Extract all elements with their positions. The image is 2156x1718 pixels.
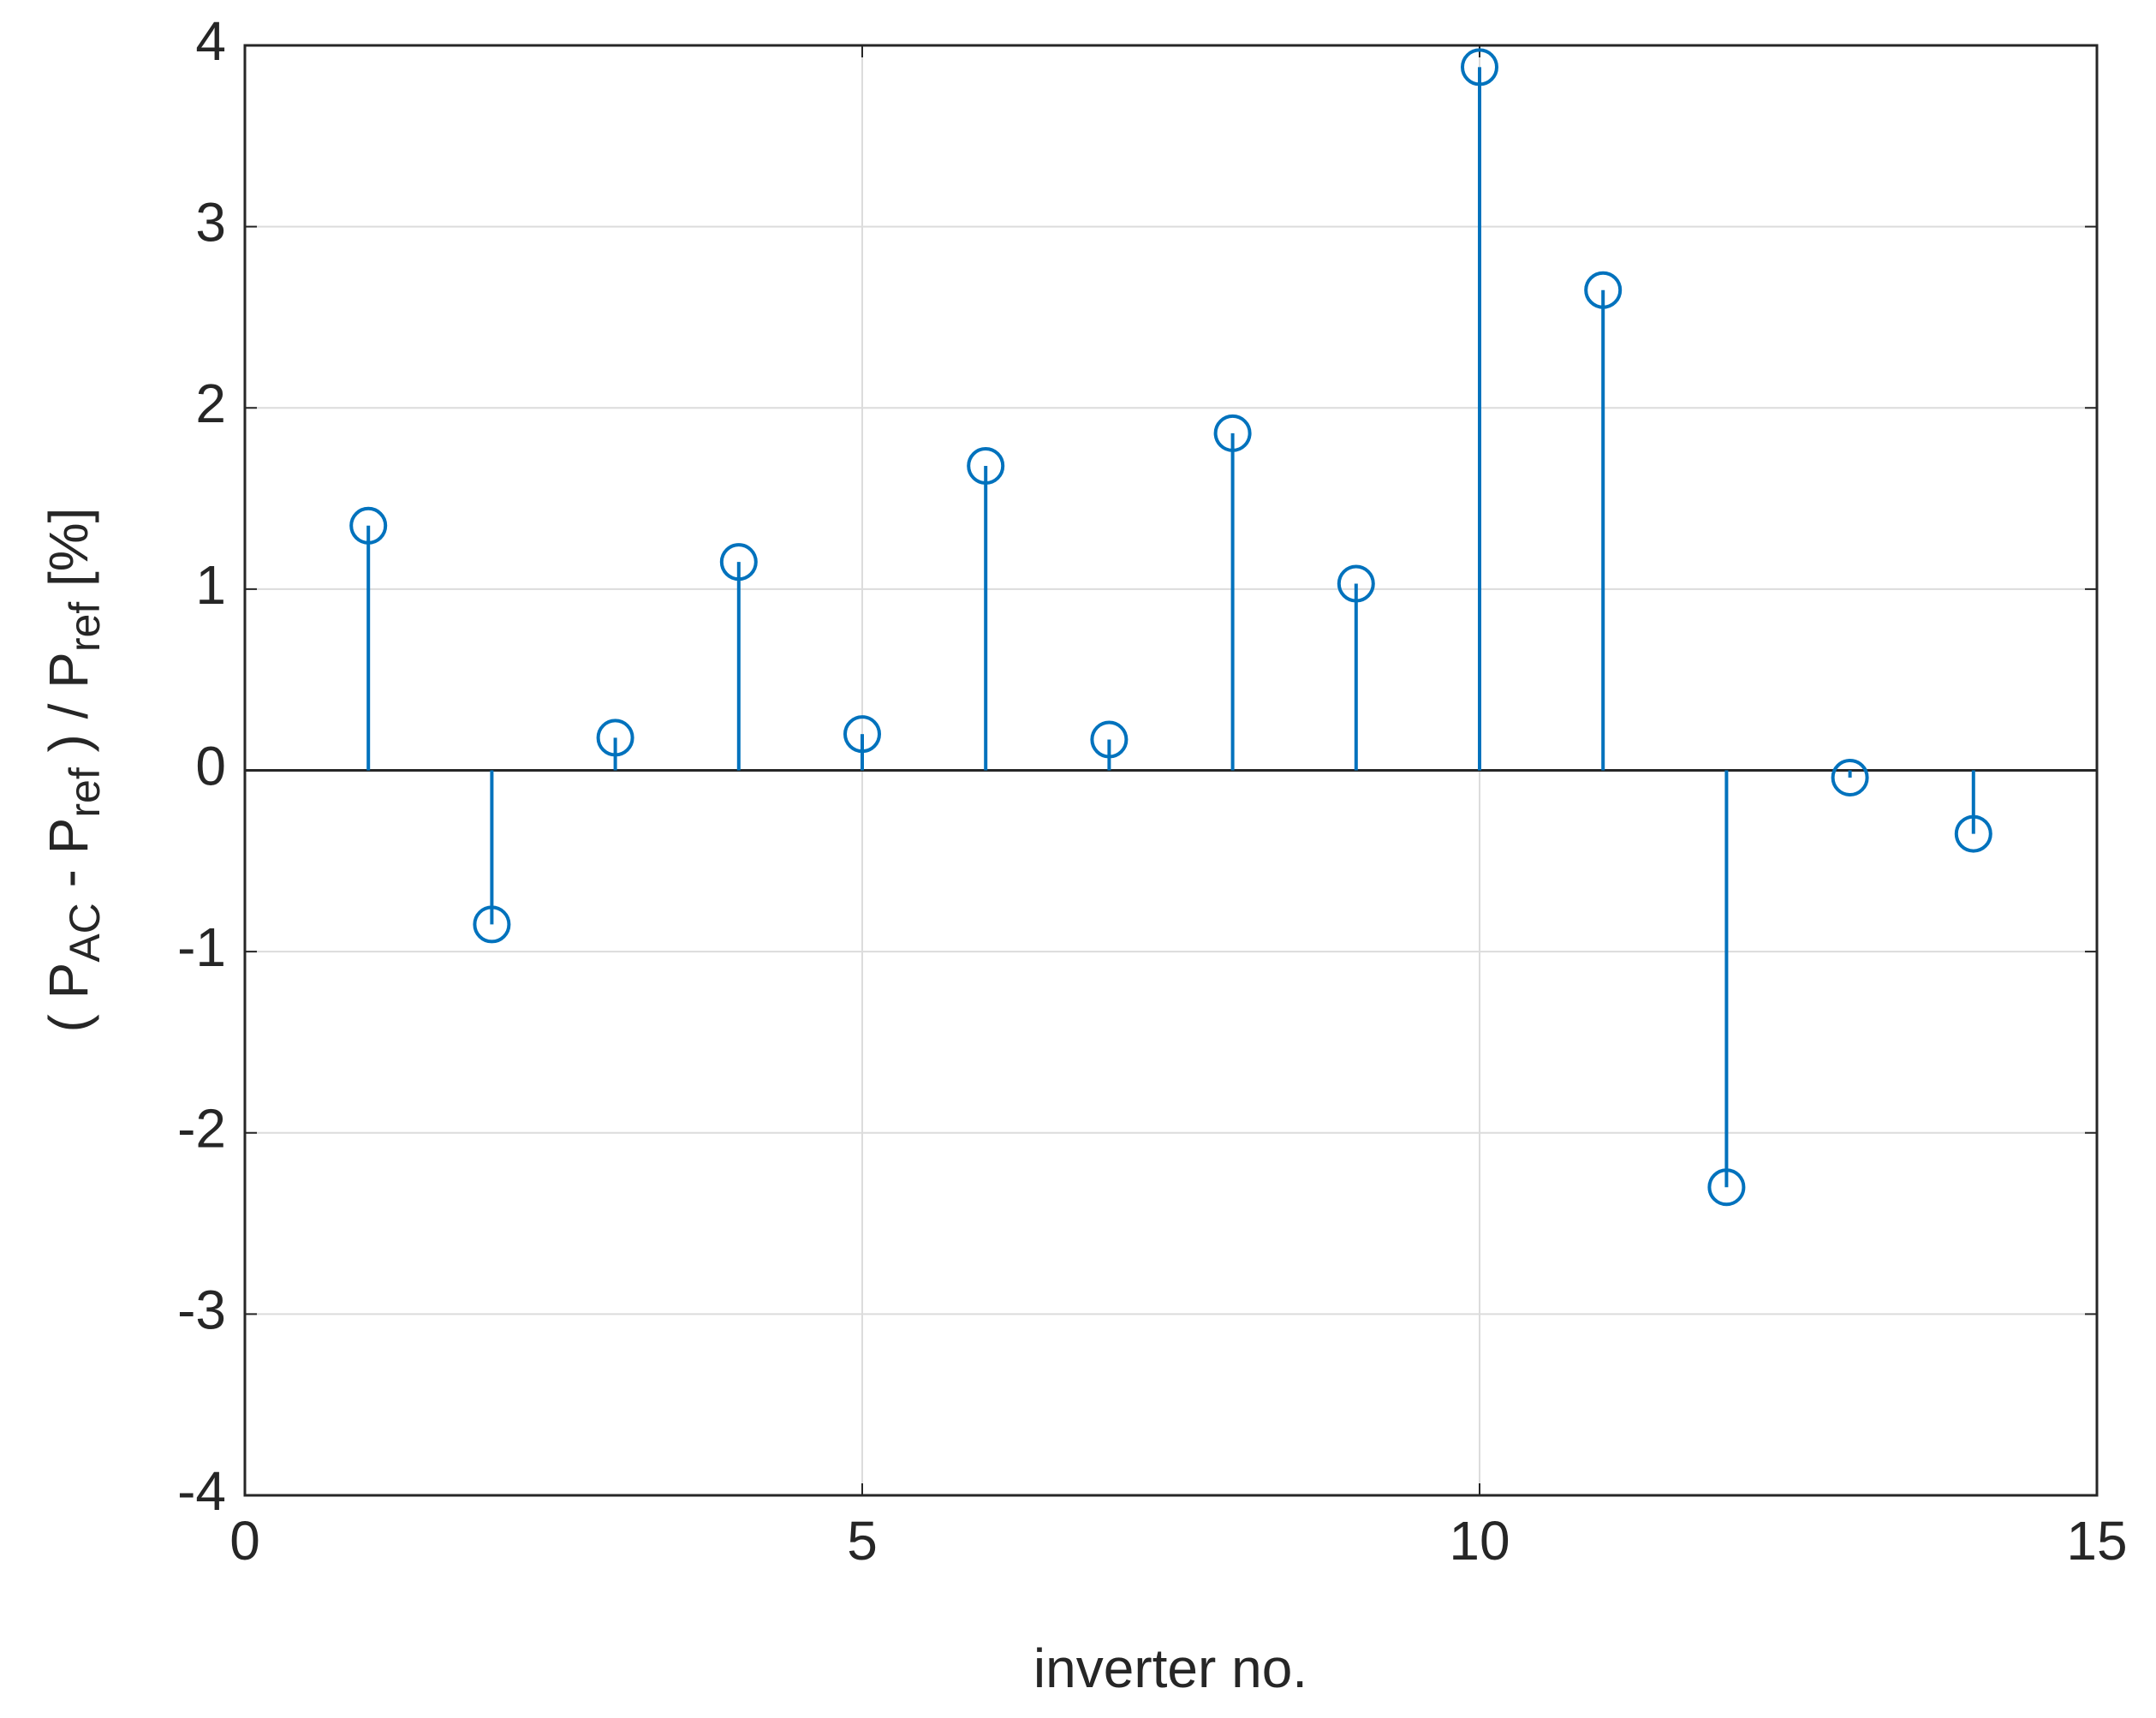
y-axis-label-subscript: AC <box>61 903 109 962</box>
stem-marker <box>349 506 388 545</box>
y-axis-label-part: ( P <box>38 963 99 1033</box>
stem-marker <box>719 543 758 582</box>
stem-marker <box>596 719 634 757</box>
y-axis-label-subscript: ref <box>61 602 109 652</box>
y-axis-label-part: - P <box>38 818 99 904</box>
stem-marker <box>1461 48 1498 86</box>
x-axis-label: inverter no. <box>1033 1637 1307 1699</box>
stem-marker <box>1707 1168 1746 1207</box>
stem-marker <box>1584 271 1623 309</box>
y-tick-label: 4 <box>195 10 226 72</box>
x-tick-label: 0 <box>229 1510 260 1572</box>
y-tick-label: 2 <box>195 373 226 434</box>
stem-marker <box>1090 720 1129 759</box>
stem-marker <box>1831 758 1869 796</box>
x-tick-label: 5 <box>847 1510 878 1572</box>
y-tick-label: -4 <box>177 1460 226 1522</box>
stem-marker <box>1954 814 1992 853</box>
plot-frame <box>243 44 2099 1497</box>
y-axis-label-part: [%] <box>38 508 99 602</box>
stem-marker <box>1213 414 1252 452</box>
y-tick-label: -2 <box>177 1098 226 1160</box>
x-tick-label: 10 <box>1449 1510 1510 1572</box>
y-axis-label-subscript: ref <box>61 767 109 817</box>
y-axis-label: ( PAC - Pref ) / Pref [%] <box>38 508 109 1033</box>
y-tick-label: 3 <box>195 192 226 254</box>
y-tick-label: -3 <box>177 1279 226 1340</box>
y-axis-label-part: ) / P <box>38 652 99 767</box>
stem-marker <box>967 446 1005 485</box>
y-tick-label: 1 <box>195 554 226 616</box>
stem-marker <box>843 715 881 754</box>
x-tick-label: 15 <box>2066 1510 2127 1572</box>
stem-marker <box>473 905 511 944</box>
stem-marker <box>1337 564 1375 603</box>
y-tick-label: 0 <box>195 735 226 796</box>
y-tick-label: -1 <box>177 916 226 978</box>
